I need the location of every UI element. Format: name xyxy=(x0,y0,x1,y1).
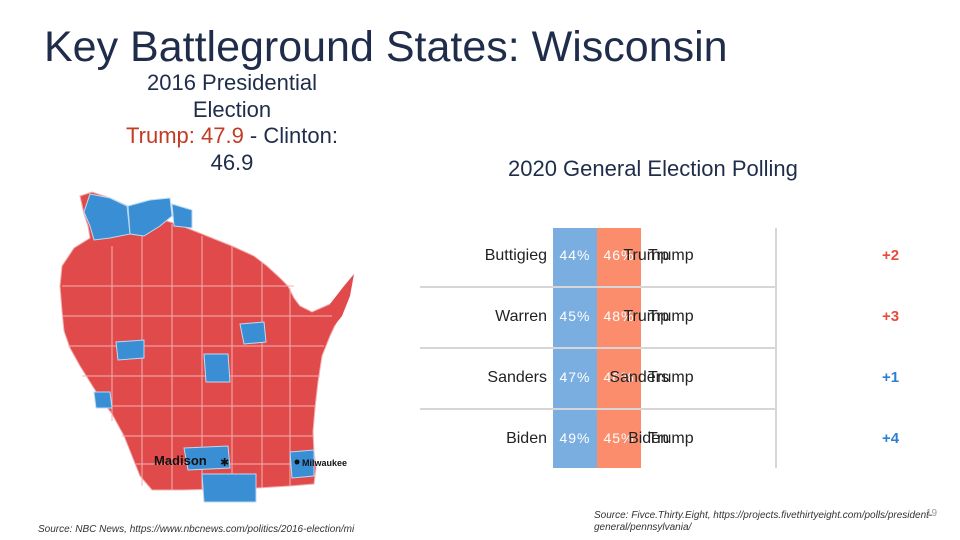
county-rock xyxy=(201,473,257,503)
lead-margin: +4 xyxy=(882,430,900,447)
leading-candidate: Trump xyxy=(623,308,669,325)
heading-line-1: 2016 Presidential xyxy=(146,70,317,95)
clinton-label: Clinton: xyxy=(263,123,338,148)
poll-row: Biden 49% 45% Trump Biden +4 xyxy=(420,411,899,471)
rep-candidate: Trump xyxy=(648,369,694,386)
city-label-milwaukee: Milwaukee xyxy=(302,458,347,468)
dem-candidate: Buttigieg xyxy=(484,247,547,264)
door-peninsula xyxy=(330,274,354,326)
poll-row: Sanders 47% 46% Trump Sanders +1 xyxy=(420,350,899,410)
wisconsin-state-shape xyxy=(59,191,343,491)
poll-row: Buttigieg 44% 46% Trump Trump +2 xyxy=(420,228,899,288)
lead-margin: +1 xyxy=(882,369,900,386)
county-dane xyxy=(183,445,231,471)
slide-title: Key Battleground States: Wisconsin xyxy=(44,23,728,71)
county-menominee xyxy=(239,321,267,345)
election-2016-heading: 2016 Presidential Election Trump: 47.9 -… xyxy=(88,70,376,176)
result-separator: - xyxy=(243,123,264,148)
dem-candidate: Warren xyxy=(495,308,547,325)
county-borders xyxy=(62,216,332,490)
row-divider xyxy=(420,286,775,288)
county-eau-claire xyxy=(115,339,145,361)
wisconsin-county-map: Madison ✱ Milwaukee xyxy=(59,191,354,503)
dem-percentage: 45% xyxy=(559,308,591,324)
county-portage xyxy=(203,353,231,383)
county-iron xyxy=(171,203,193,229)
source-citation-map: Source: NBC News, https://www.nbcnews.co… xyxy=(38,524,355,535)
democratic-counties xyxy=(83,193,315,503)
rep-percentage: 45% xyxy=(603,430,635,446)
heading-line-3: Trump: 47.9 - Clinton: xyxy=(88,123,376,150)
page-number: 19 xyxy=(926,508,938,519)
leading-candidate: Biden xyxy=(628,430,669,447)
dem-candidate: Sanders xyxy=(487,369,547,386)
dem-candidate: Biden xyxy=(506,430,547,447)
lead-margin: +2 xyxy=(882,247,900,264)
lead-margin: +3 xyxy=(882,308,900,325)
county-la-crosse xyxy=(93,391,113,409)
row-divider xyxy=(420,347,775,349)
capital-star-icon: ✱ xyxy=(220,456,229,469)
clinton-result: 46.9 xyxy=(210,149,254,175)
trump-result: Trump: 47.9 xyxy=(126,123,244,148)
milwaukee-dot-icon xyxy=(294,459,300,465)
rep-percentage: 46% xyxy=(603,369,635,385)
dem-percentage: 49% xyxy=(559,430,591,446)
county-douglas xyxy=(83,193,131,241)
rep-percentage: 46% xyxy=(603,247,635,263)
rep-percentage: 48% xyxy=(603,308,635,324)
heading-line-2: Election xyxy=(192,96,272,122)
row-divider xyxy=(420,408,775,410)
leading-candidate: Sanders xyxy=(609,369,669,386)
leading-candidate: Trump xyxy=(623,247,669,264)
rep-candidate: Trump xyxy=(648,308,694,325)
county-milwaukee xyxy=(289,449,315,479)
poll-row: Warren 45% 48% Trump Trump +3 xyxy=(420,289,899,349)
dem-percentage: 47% xyxy=(559,369,591,385)
polling-table: Buttigieg 44% 46% Trump Trump +2 Warren … xyxy=(420,228,899,471)
rep-candidate: Trump xyxy=(648,247,694,264)
rep-candidate: Trump xyxy=(648,430,694,447)
city-label-madison: Madison xyxy=(154,453,207,468)
dem-percentage: 44% xyxy=(559,247,591,263)
polling-heading: 2020 General Election Polling xyxy=(508,156,798,181)
table-divider-vertical xyxy=(775,228,777,468)
county-bayfield-ashland xyxy=(127,197,173,237)
source-citation-polls: Source: Fivce.Thirty.Eight, https://proj… xyxy=(594,510,933,533)
